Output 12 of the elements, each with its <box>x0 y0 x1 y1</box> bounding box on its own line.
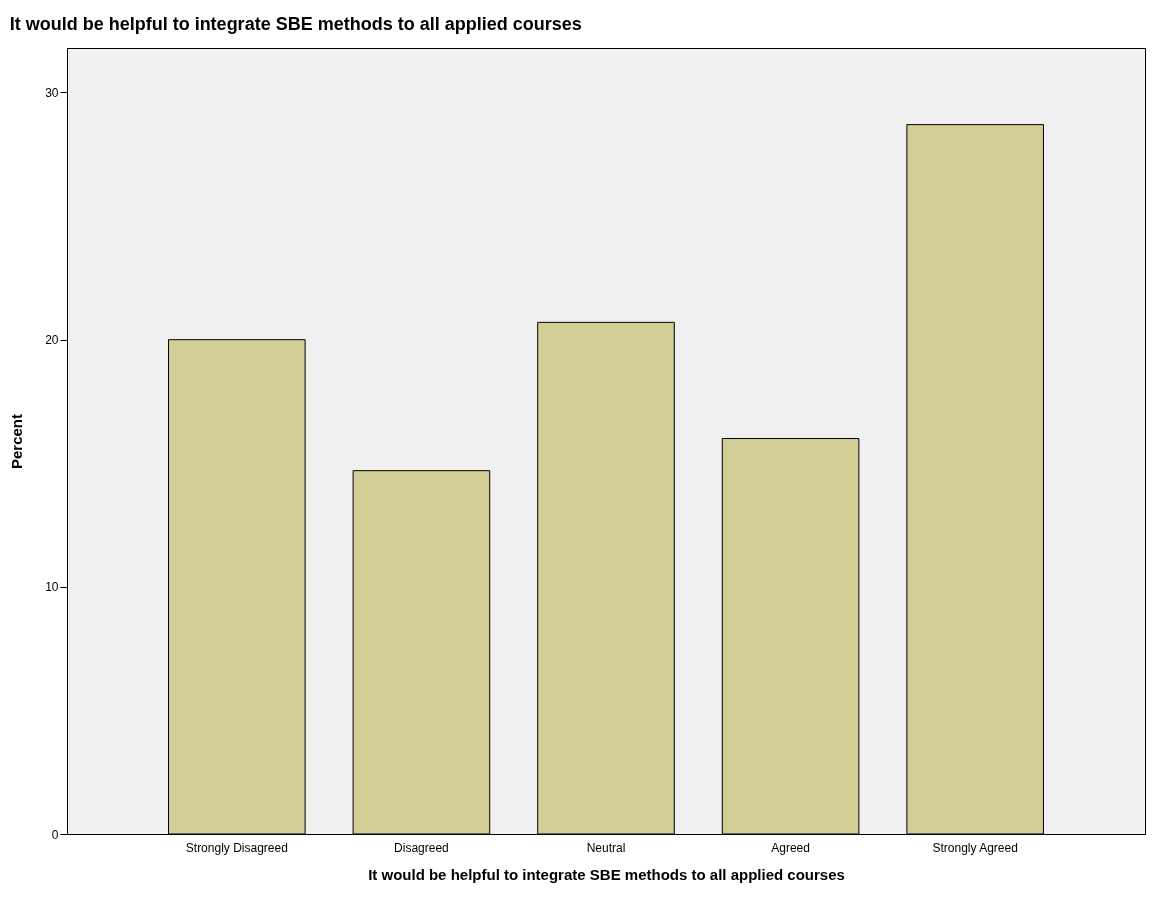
y-tick-label: 30 <box>45 85 59 100</box>
x-tick-label: Disagreed <box>394 840 449 855</box>
x-tick-label: Strongly Agreed <box>932 840 1018 855</box>
y-axis-title: Percent <box>8 413 26 470</box>
x-tick-label: Agreed <box>771 840 810 855</box>
y-tick-label: 10 <box>45 580 59 595</box>
x-tick-label: Neutral <box>586 840 626 855</box>
x-axis-title: It would be helpful to integrate SBE methods to all applied courses <box>368 865 845 883</box>
chart-title: It would be helpful to integrate SBE methods to all applied courses <box>9 14 582 34</box>
y-tick-label: 0 <box>51 827 59 842</box>
y-tick-label: 20 <box>45 333 59 348</box>
x-tick-label: Strongly Disagreed <box>185 840 288 855</box>
